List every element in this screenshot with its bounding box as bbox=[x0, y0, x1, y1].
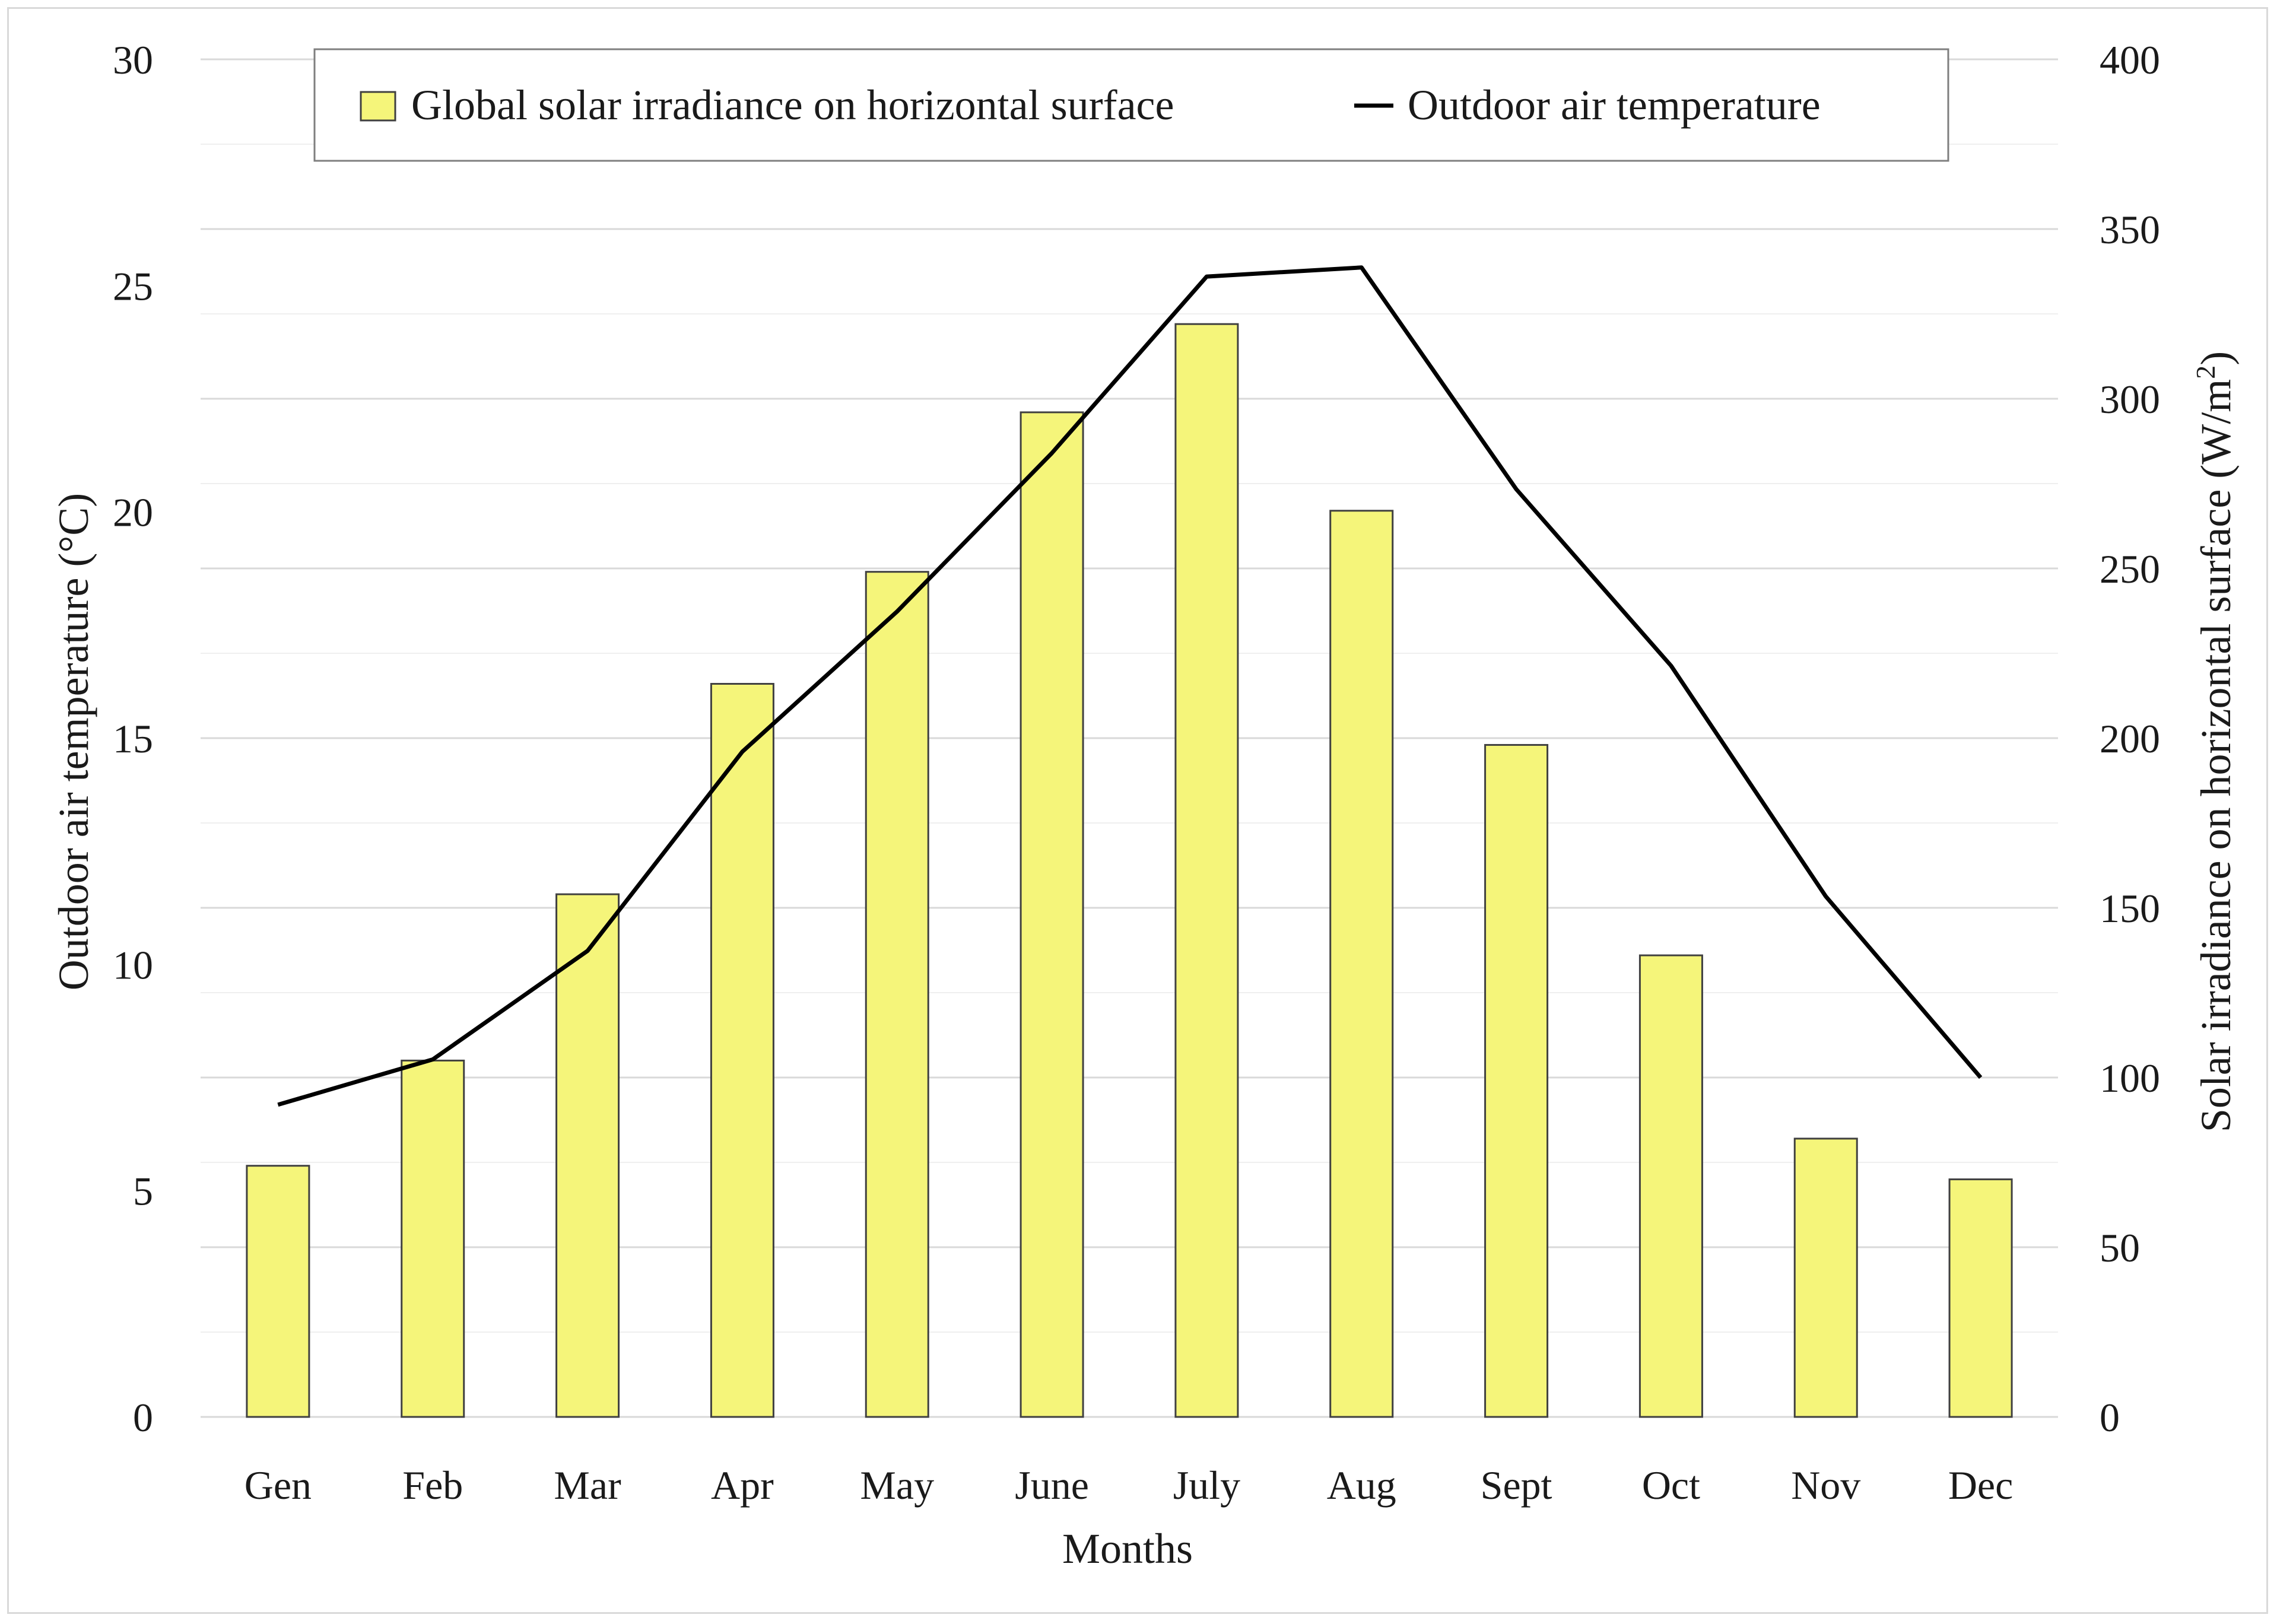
right-tick-label: 50 bbox=[2100, 1225, 2140, 1270]
x-tick-label: May bbox=[860, 1463, 934, 1508]
legend: Global solar irradiance on horizontal su… bbox=[313, 48, 1949, 162]
right-tick-label: 0 bbox=[2100, 1395, 2120, 1440]
left-tick-label: 25 bbox=[113, 263, 153, 309]
left-axis-ticks: 0 5 10 15 20 25 30 bbox=[113, 37, 153, 1440]
right-tick-label: 250 bbox=[2100, 546, 2160, 592]
right-tick-label: 100 bbox=[2100, 1056, 2160, 1101]
right-axis-title-main: Solar irradiance on horizontal surface (… bbox=[2192, 379, 2240, 1132]
bar-july bbox=[1174, 323, 1239, 1418]
right-tick-label: 150 bbox=[2100, 886, 2160, 931]
right-axis-ticks: 0 50 100 150 200 250 300 350 400 bbox=[2100, 37, 2160, 1440]
chart-frame bbox=[7, 7, 2268, 1614]
bar-mar bbox=[555, 893, 620, 1418]
left-tick-label: 5 bbox=[133, 1169, 153, 1214]
x-tick-label: Mar bbox=[554, 1463, 621, 1508]
x-tick-label: Nov bbox=[1791, 1463, 1860, 1508]
x-tick-label: Apr bbox=[711, 1463, 774, 1508]
bar-nov bbox=[1793, 1137, 1858, 1418]
bar-may bbox=[865, 571, 929, 1418]
right-axis-title-sup: 2 bbox=[2190, 366, 2221, 379]
left-axis-title: Outdoor air temperature (°C) bbox=[50, 493, 97, 990]
left-tick-label: 30 bbox=[113, 37, 153, 82]
x-tick-label: Sept bbox=[1481, 1463, 1552, 1508]
gridlines bbox=[201, 58, 2058, 1418]
legend-bar-label: Global solar irradiance on horizontal su… bbox=[411, 81, 1174, 129]
bar-series bbox=[246, 323, 2013, 1418]
x-tick-label: Dec bbox=[1948, 1463, 2013, 1508]
left-tick-label: 20 bbox=[113, 490, 153, 535]
legend-line-label: Outdoor air temperature bbox=[1408, 81, 1821, 129]
bar-dec bbox=[1948, 1178, 2013, 1418]
x-tick-label: July bbox=[1173, 1463, 1240, 1508]
x-axis-ticks: Gen Feb Mar Apr May June July Aug Sept Oct Nov Dec bbox=[244, 1463, 2014, 1508]
bar-apr bbox=[710, 682, 774, 1418]
right-tick-label: 300 bbox=[2100, 377, 2160, 422]
bar-aug bbox=[1329, 510, 1394, 1418]
legend-box bbox=[313, 48, 1949, 162]
right-tick-label: 200 bbox=[2100, 716, 2160, 761]
left-tick-label: 15 bbox=[113, 716, 153, 761]
x-axis-title: Months bbox=[1062, 1525, 1193, 1572]
right-tick-label: 350 bbox=[2100, 207, 2160, 252]
bar-gen bbox=[246, 1165, 310, 1418]
left-tick-label: 10 bbox=[113, 942, 153, 987]
legend-bar-swatch bbox=[360, 91, 396, 122]
bar-feb bbox=[401, 1059, 465, 1418]
bar-june bbox=[1020, 411, 1084, 1418]
x-tick-label: June bbox=[1015, 1463, 1089, 1508]
right-axis-title: Solar irradiance on horizontal surface (… bbox=[2190, 351, 2240, 1132]
x-tick-label: Gen bbox=[244, 1463, 312, 1508]
x-tick-label: Aug bbox=[1327, 1463, 1396, 1508]
temperature-line bbox=[277, 265, 1983, 1107]
left-tick-label: 0 bbox=[133, 1395, 153, 1440]
right-axis-title-end: ) bbox=[2192, 351, 2240, 366]
right-tick-label: 400 bbox=[2100, 37, 2160, 82]
bar-oct bbox=[1638, 954, 1703, 1418]
x-tick-label: Feb bbox=[402, 1463, 463, 1508]
bar-sept bbox=[1484, 743, 1549, 1418]
x-tick-label: Oct bbox=[1642, 1463, 1700, 1508]
